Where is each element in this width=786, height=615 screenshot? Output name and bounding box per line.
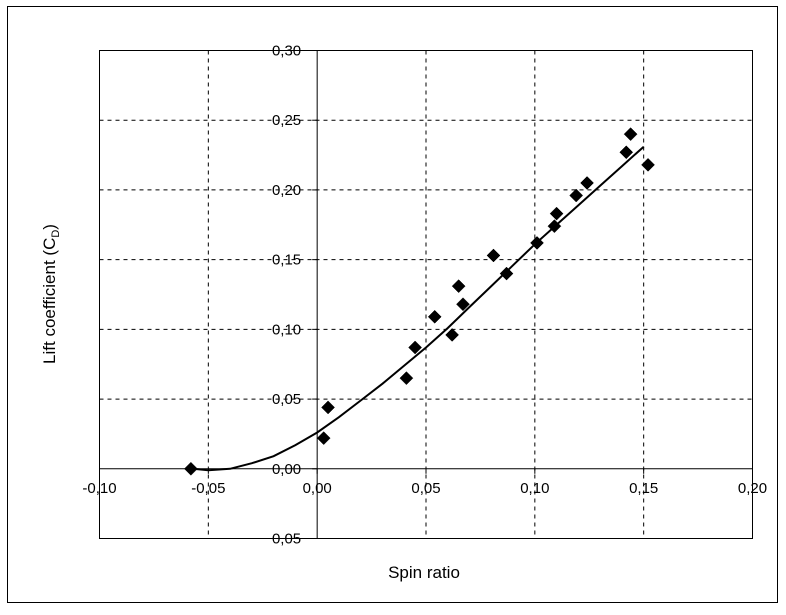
y-tick-label: 0,25 [272,112,301,129]
data-point [549,206,564,221]
data-point [569,188,584,203]
y-tick-label: 0,20 [272,182,301,199]
x-tick-label: 0,00 [303,480,332,497]
y-axis-label-subscript: D [50,230,62,238]
data-point [547,219,562,234]
x-axis-label: Spin ratio [388,563,460,582]
y-tick-label: 0,05 [272,531,301,548]
data-point [445,328,459,342]
x-tick-label: 0,20 [738,480,767,497]
data-point [530,236,544,250]
chart-outer-border [7,6,778,603]
y-tick-label: 0,05 [272,391,301,408]
data-point [427,309,442,324]
data-point [408,340,422,355]
y-tick-label: 0,10 [272,321,301,338]
x-tick-label: 0,15 [629,480,658,497]
data-point [499,266,514,281]
data-point [486,248,501,263]
data-point [316,431,331,445]
axis-layer [99,50,753,539]
data-point [623,127,638,142]
data-point [184,461,198,476]
data-point [451,279,466,293]
x-tick-label: -0,05 [191,480,225,497]
data-point [619,145,634,160]
data-point [399,371,414,386]
data-point [641,157,655,172]
y-axis-label-close: ) [40,224,59,230]
grid-layer [99,50,753,539]
y-tick-label: 0,00 [272,461,301,478]
tick-label-layer: -0,10 -0,05 0,00 0,05 0,10 0,15 0,20 0,05 0,00 0,… [82,43,767,548]
marker-layer [184,127,655,476]
trend-layer [193,145,645,472]
data-point [456,297,470,312]
x-tick-label: -0,10 [82,480,116,497]
x-tick-label: 0,05 [411,480,440,497]
data-point [321,400,335,415]
y-axis-label: Lift coefficient (CD) [40,224,62,364]
x-tick-label: 0,10 [520,480,549,497]
y-tick-label: 0,15 [272,252,301,269]
y-tick-label: 0,30 [272,43,301,60]
y-axis-label-main: Lift coefficient (C [40,238,59,364]
data-point [580,176,594,190]
trendline [193,145,645,472]
